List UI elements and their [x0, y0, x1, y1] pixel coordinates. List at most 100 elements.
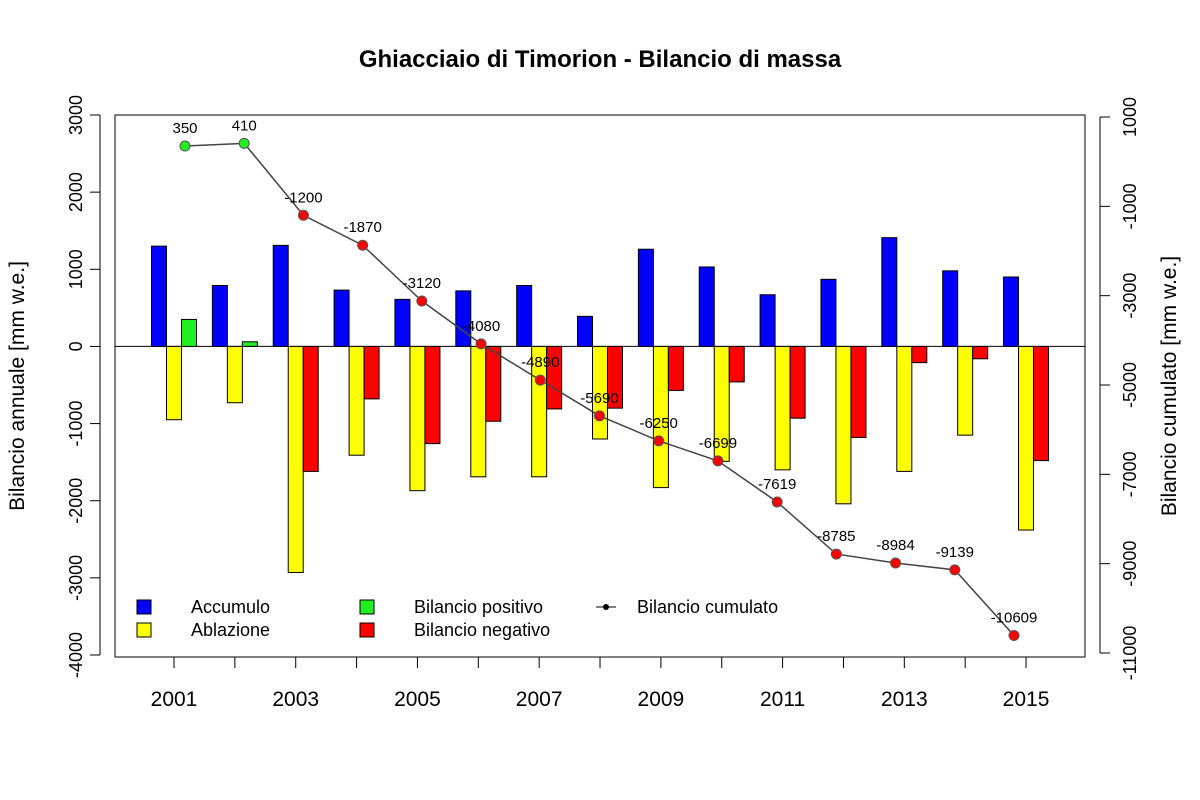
bar [181, 318, 197, 347]
point [297, 209, 309, 221]
bar [302, 345, 319, 472]
x-tick-label: 2015 [1003, 688, 1050, 711]
legend-label: Bilancio negativo [414, 620, 550, 640]
y-tick-label: 1000 [66, 249, 86, 289]
legend-label: Bilancio cumulato [637, 597, 778, 617]
y-tick-label: 2000 [66, 172, 86, 212]
bar [455, 290, 472, 347]
bar [424, 345, 441, 445]
bar [728, 345, 745, 383]
bar [577, 315, 594, 347]
bar [151, 245, 167, 347]
bar [607, 345, 624, 409]
legend-label: Ablazione [191, 620, 270, 640]
y-tick-label: -2000 [66, 478, 86, 524]
point [534, 374, 546, 386]
bar [485, 345, 502, 422]
x-tick-label: 2007 [516, 688, 563, 711]
point [594, 410, 605, 422]
legend-marker [603, 604, 609, 610]
point [771, 496, 783, 508]
x-tick-label: 2005 [394, 688, 441, 711]
data-label: 350 [172, 120, 197, 137]
x-tick-label: 2001 [151, 688, 198, 711]
x-tick-label: 2011 [760, 688, 805, 711]
legend-swatch [136, 599, 152, 615]
y-tick-label: 3000 [66, 95, 86, 135]
bar [850, 345, 867, 438]
bar [789, 345, 806, 419]
bar [166, 345, 182, 421]
data-label: -6250 [640, 415, 678, 432]
point [475, 338, 487, 350]
point [653, 435, 665, 447]
point [238, 137, 250, 149]
legend-swatch [359, 622, 375, 638]
bar [972, 345, 989, 360]
x-tick-label: 2013 [881, 688, 928, 711]
data-label: -8785 [817, 528, 855, 545]
point [1008, 630, 1020, 642]
bar [957, 345, 974, 436]
bar [272, 244, 289, 347]
point [949, 564, 961, 576]
bar [942, 270, 959, 347]
legend-swatch [136, 622, 152, 638]
bar [759, 294, 776, 347]
data-label: -3120 [403, 275, 441, 292]
bar [287, 345, 304, 573]
bar [881, 237, 898, 347]
y2-tick-label: -1000 [1120, 183, 1140, 229]
x-tick-label: 2003 [272, 688, 319, 711]
y2-tick-label: 1000 [1120, 97, 1140, 137]
bar [470, 345, 487, 478]
bar [363, 345, 380, 400]
bar [911, 345, 928, 364]
point [179, 140, 191, 152]
bar [1003, 276, 1020, 347]
bar [698, 266, 715, 347]
x-tick-label: 2009 [638, 688, 685, 711]
bar [774, 345, 791, 471]
bar [652, 345, 669, 489]
bar [637, 248, 654, 347]
y-axis-label: Bilancio annuale [mm w.e.] [6, 261, 29, 511]
data-label: -10609 [991, 610, 1038, 627]
legend-swatch [359, 599, 375, 615]
data-label: -6699 [699, 435, 737, 452]
bar [667, 345, 684, 391]
bar [348, 345, 365, 456]
bar [896, 345, 913, 472]
bar [211, 284, 228, 347]
data-label: -5690 [580, 390, 618, 407]
bar [409, 345, 426, 492]
bar [835, 345, 852, 505]
y2-tick-label: -3000 [1120, 273, 1140, 319]
y2-tick-label: -11000 [1120, 626, 1140, 681]
data-label: -9139 [936, 544, 974, 561]
y-tick-label: -4000 [66, 632, 86, 678]
data-label: -4890 [521, 354, 559, 371]
data-label: -8984 [876, 537, 914, 554]
bar [241, 341, 258, 347]
bar [820, 278, 837, 347]
bar [333, 289, 350, 347]
y2-axis-label: Bilancio cumulato [mm w.e.] [1158, 256, 1181, 516]
legend-label: Bilancio positivo [414, 597, 543, 617]
y2-tick-label: -7000 [1120, 451, 1140, 497]
chart-title: Ghiacciaio di Timorion - Bilancio di mas… [359, 46, 842, 73]
bar [516, 284, 533, 347]
bar [394, 298, 411, 347]
data-label: -1870 [343, 219, 381, 236]
bar [1033, 345, 1050, 462]
y2-tick-label: -5000 [1120, 362, 1140, 408]
data-label: -1200 [284, 189, 322, 206]
y2-tick-label: -9000 [1120, 541, 1140, 587]
point [830, 548, 842, 560]
point [416, 295, 428, 307]
bar [1018, 345, 1035, 531]
y-tick-label: -3000 [66, 555, 86, 601]
bar [226, 345, 243, 404]
